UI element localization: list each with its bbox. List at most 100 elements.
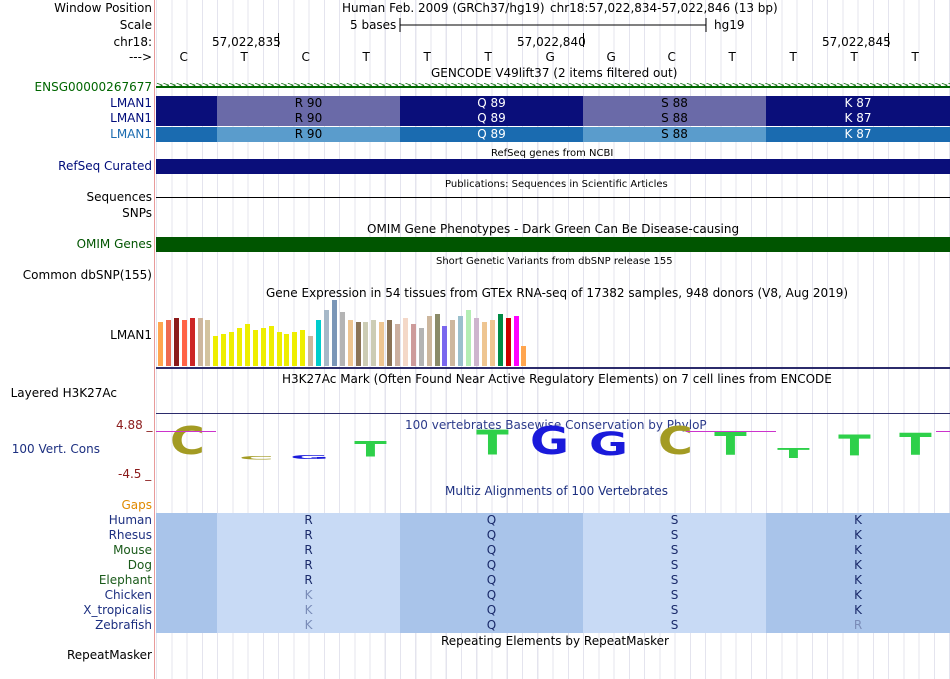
multiz-track-title[interactable]: Multiz Alignments of 100 Vertebrates xyxy=(445,484,669,498)
gtex-tissue-bar[interactable] xyxy=(521,346,527,366)
noncoding-gene-line[interactable] xyxy=(156,86,950,88)
utr-segment[interactable] xyxy=(156,127,217,142)
gtex-tissue-bar[interactable] xyxy=(442,326,448,366)
gtex-tissue-bar[interactable] xyxy=(244,324,250,366)
gtex-tissue-bar[interactable] xyxy=(418,328,424,366)
gtex-tissue-bar[interactable] xyxy=(474,318,479,366)
gaps-label[interactable]: Gaps xyxy=(121,498,152,512)
repeatmasker-label[interactable]: RepeatMasker xyxy=(66,648,152,662)
codon-segment[interactable]: Q 89 xyxy=(400,127,583,142)
gtex-tissue-bar[interactable] xyxy=(458,316,464,366)
gtex-tissue-bar[interactable] xyxy=(276,332,282,366)
gtex-track-title[interactable]: Gene Expression in 54 tissues from GTEx … xyxy=(266,286,849,300)
gtex-tissue-bar[interactable] xyxy=(379,322,385,366)
utr-segment[interactable] xyxy=(156,111,217,126)
species-label[interactable]: Human xyxy=(108,513,152,527)
gtex-label[interactable]: LMAN1 xyxy=(110,328,152,342)
gtex-tissue-bar[interactable] xyxy=(252,330,258,366)
gtex-tissue-bar[interactable] xyxy=(158,322,163,366)
h3k27ac-label[interactable]: Layered H3K27Ac xyxy=(10,386,117,400)
publications-line[interactable] xyxy=(156,197,950,198)
dbsnp-label[interactable]: Common dbSNP(155) xyxy=(22,268,152,282)
gtex-tissue-bar[interactable] xyxy=(387,320,393,366)
gtex-tissue-bar[interactable] xyxy=(402,318,408,366)
gencode-item-label[interactable]: LMAN1 xyxy=(110,127,152,141)
gtex-tissue-bar[interactable] xyxy=(213,336,219,366)
gtex-tissue-bar[interactable] xyxy=(410,324,416,366)
species-label[interactable]: Zebrafish xyxy=(95,618,152,632)
codon-segment[interactable]: S 88 xyxy=(583,111,766,126)
gtex-bar-graph[interactable] xyxy=(156,300,536,366)
gtex-tissue-bar[interactable] xyxy=(395,324,400,366)
gtex-tissue-bar[interactable] xyxy=(450,320,456,366)
h3k27ac-track-title[interactable]: H3K27Ac Mark (Often Found Near Active Re… xyxy=(282,372,832,386)
dbsnp-track-title[interactable]: Short Genetic Variants from dbSNP releas… xyxy=(436,256,673,267)
gtex-tissue-bar[interactable] xyxy=(497,314,503,366)
utr-segment[interactable] xyxy=(156,96,217,111)
gtex-tissue-bar[interactable] xyxy=(300,330,306,366)
gtex-tissue-bar[interactable] xyxy=(363,322,369,366)
gtex-tissue-bar[interactable] xyxy=(181,320,187,366)
gtex-tissue-bar[interactable] xyxy=(308,336,314,366)
gtex-tissue-bar[interactable] xyxy=(505,318,511,366)
gencode-item-label[interactable]: LMAN1 xyxy=(110,111,152,125)
codon-segment[interactable]: R 90 xyxy=(217,127,400,142)
publications-track-title[interactable]: Publications: Sequences in Scientific Ar… xyxy=(445,179,668,190)
codon-segment[interactable]: R 90 xyxy=(217,111,400,126)
refseq-label[interactable]: RefSeq Curated xyxy=(58,159,152,173)
gtex-tissue-bar[interactable] xyxy=(481,322,487,366)
species-label[interactable]: Chicken xyxy=(104,588,152,602)
refseq-gene-bar[interactable] xyxy=(156,159,950,174)
species-label[interactable]: Rhesus xyxy=(108,528,152,542)
codon-segment[interactable]: K 87 xyxy=(766,127,950,142)
codon-segment[interactable]: K 87 xyxy=(766,111,950,126)
phylop-label[interactable]: 100 Vert. Cons xyxy=(11,442,100,456)
gtex-tissue-bar[interactable] xyxy=(331,300,337,366)
codon-segment[interactable]: S 88 xyxy=(583,127,766,142)
codon-segment[interactable]: R 90 xyxy=(217,96,400,111)
gtex-tissue-bar[interactable] xyxy=(489,320,495,366)
gtex-tissue-bar[interactable] xyxy=(426,316,432,366)
gtex-tissue-bar[interactable] xyxy=(229,332,235,366)
gtex-tissue-bar[interactable] xyxy=(268,326,274,366)
omim-gene-bar[interactable] xyxy=(156,237,950,252)
gtex-tissue-bar[interactable] xyxy=(434,314,440,366)
codon-segment[interactable]: Q 89 xyxy=(400,96,583,111)
gtex-tissue-bar[interactable] xyxy=(355,322,361,366)
codon-segment[interactable]: K 87 xyxy=(766,96,950,111)
species-label[interactable]: Mouse xyxy=(113,543,152,557)
gtex-tissue-bar[interactable] xyxy=(205,320,211,366)
species-label[interactable]: Dog xyxy=(127,558,152,572)
species-label[interactable]: X_tropicalis xyxy=(83,603,152,617)
codon-segment[interactable]: Q 89 xyxy=(400,111,583,126)
gencode-track-title[interactable]: GENCODE V49lift37 (2 items filtered out) xyxy=(431,66,678,80)
gtex-tissue-bar[interactable] xyxy=(347,320,353,366)
gtex-tissue-bar[interactable] xyxy=(189,318,195,366)
gtex-tissue-bar[interactable] xyxy=(513,316,519,366)
species-label[interactable]: Elephant xyxy=(98,573,152,587)
snps-label[interactable]: SNPs xyxy=(122,206,152,220)
gtex-tissue-bar[interactable] xyxy=(292,332,298,366)
gtex-tissue-bar[interactable] xyxy=(339,312,345,366)
gtex-tissue-bar[interactable] xyxy=(197,318,203,366)
gtex-tissue-bar[interactable] xyxy=(284,334,290,366)
gtex-tissue-bar[interactable] xyxy=(173,318,179,366)
gtex-tissue-bar[interactable] xyxy=(316,320,321,366)
refseq-track-title[interactable]: RefSeq genes from NCBI xyxy=(491,148,614,159)
gtex-tissue-bar[interactable] xyxy=(323,310,329,366)
gencode-item-label[interactable]: ENSG00000267677 xyxy=(34,80,152,94)
gtex-tissue-bar[interactable] xyxy=(237,328,242,366)
gencode-item-label[interactable]: LMAN1 xyxy=(110,96,152,110)
codon-segment[interactable]: S 88 xyxy=(583,96,766,111)
publications-label[interactable]: Sequences xyxy=(86,190,152,204)
gtex-tissue-bar[interactable] xyxy=(221,334,227,366)
gtex-tissue-bar[interactable] xyxy=(466,310,472,366)
phylop-track-title[interactable]: 100 vertebrates Basewise Conservation by… xyxy=(405,418,707,432)
omim-label[interactable]: OMIM Genes xyxy=(76,237,152,251)
repeatmasker-track-title[interactable]: Repeating Elements by RepeatMasker xyxy=(441,634,669,648)
gtex-tissue-bar[interactable] xyxy=(260,328,266,366)
gtex-tissue-bar[interactable] xyxy=(165,320,171,366)
omim-track-title[interactable]: OMIM Gene Phenotypes - Dark Green Can Be… xyxy=(367,222,740,236)
gtex-tissue-bar[interactable] xyxy=(371,320,377,366)
